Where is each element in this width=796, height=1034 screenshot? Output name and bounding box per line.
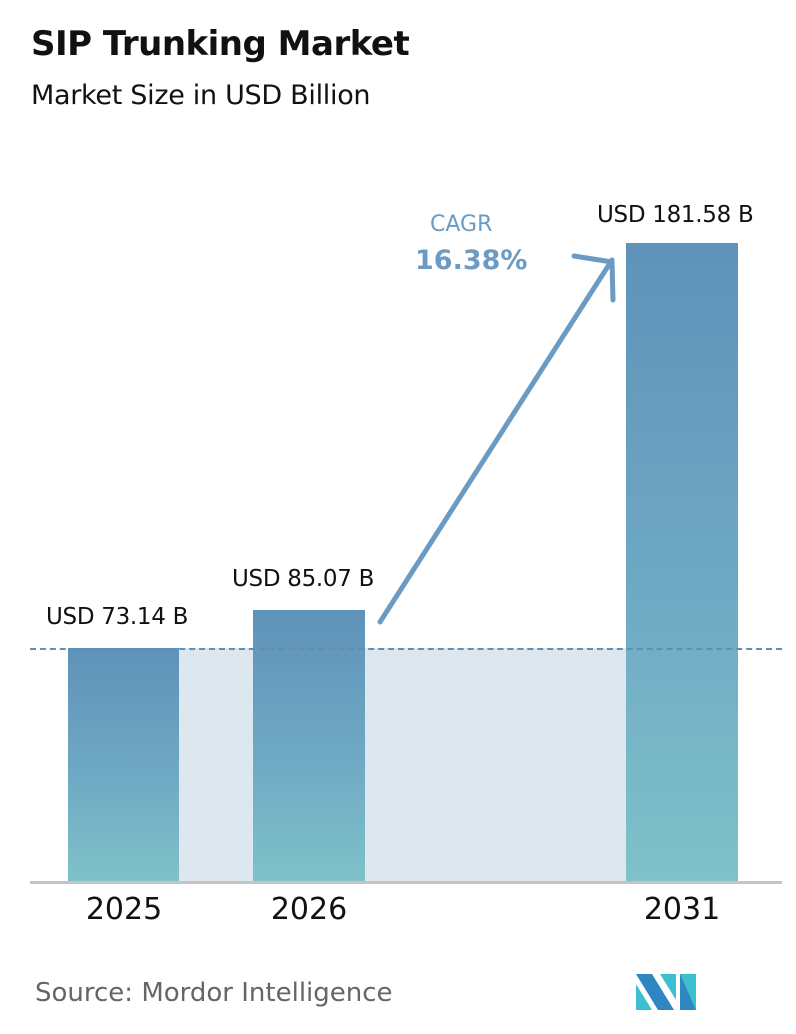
source-text: Source: Mordor Intelligence: [35, 978, 393, 1008]
chart-subtitle: Market Size in USD Billion: [31, 80, 371, 111]
x-label-2026: 2026: [270, 892, 348, 927]
cagr-label: CAGR: [430, 212, 493, 237]
value-label-2031: USD 181.58 B: [597, 202, 754, 228]
x-label-2025: 2025: [85, 892, 163, 927]
bar-2031: [626, 243, 738, 882]
mordor-intelligence-logo-icon: [636, 974, 696, 1010]
bar-2025: [68, 648, 179, 882]
value-label-2026: USD 85.07 B: [232, 566, 375, 592]
reference-dashed-line: [30, 648, 782, 650]
cagr-value: 16.38%: [415, 245, 528, 276]
chart-title: SIP Trunking Market: [31, 24, 410, 64]
bar-2026: [253, 610, 365, 882]
x-label-2031: 2031: [643, 892, 721, 927]
value-label-2025: USD 73.14 B: [46, 604, 189, 630]
x-axis-baseline: [30, 881, 782, 884]
